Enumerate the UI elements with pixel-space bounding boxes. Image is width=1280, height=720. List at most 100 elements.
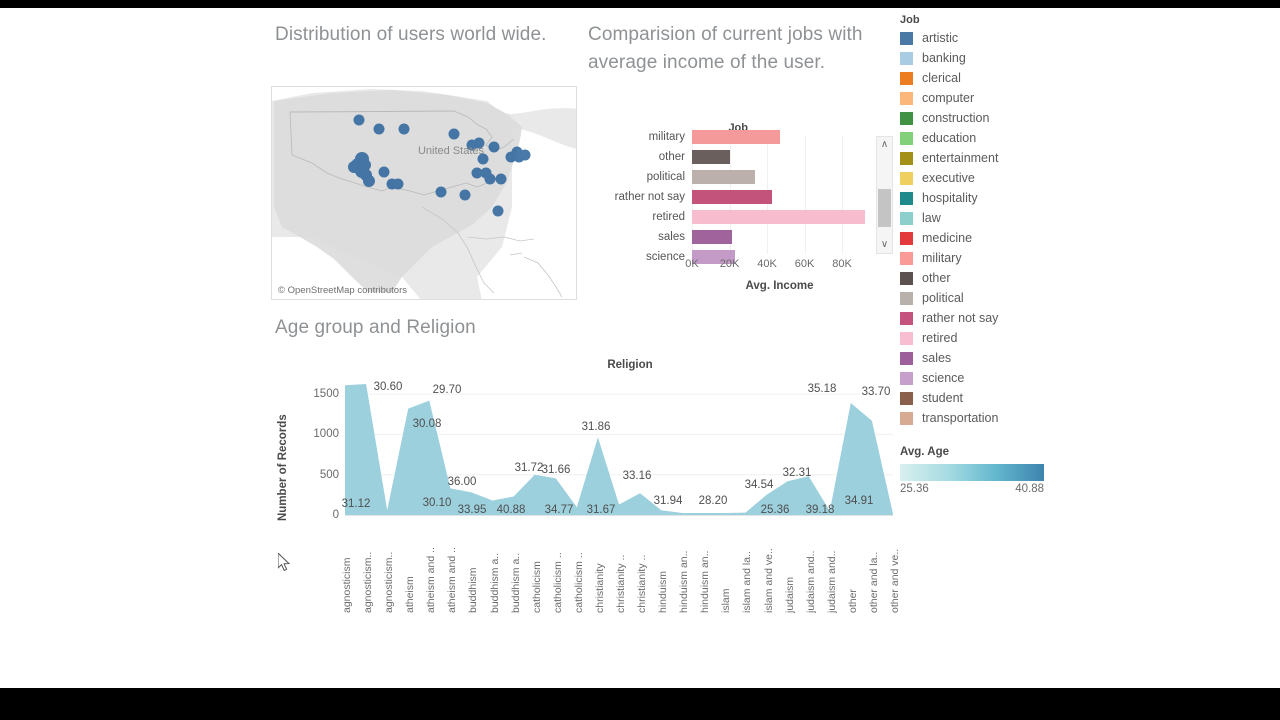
area-x-tick-label: christianity .. — [636, 554, 649, 613]
legend-item-label: clerical — [922, 71, 961, 85]
legend-item-artistic[interactable]: artistic — [900, 28, 1070, 48]
area-x-tick-label: islam — [720, 588, 733, 613]
legend-item-other[interactable]: other — [900, 268, 1070, 288]
legend-item-label: entertainment — [922, 151, 999, 165]
bar-x-tick-label: 40K — [757, 258, 777, 270]
legend-item-label: science — [922, 371, 965, 385]
bar-row[interactable]: political — [588, 167, 893, 187]
bar-mark[interactable] — [692, 150, 731, 164]
area-chart-x-ticks: agnosticism agnosticism.. agnosticism.. ath… — [341, 518, 901, 613]
legend-item-rather-not-say[interactable]: rather not say — [900, 308, 1070, 328]
bar-mark[interactable] — [692, 170, 755, 184]
bar-row[interactable]: rather not say — [588, 187, 893, 207]
legend-item-computer[interactable]: computer — [900, 88, 1070, 108]
legend-item-transportation[interactable]: transportation — [900, 408, 1070, 428]
legend-swatch-icon — [900, 211, 913, 225]
area-data-label: 35.18 — [807, 383, 837, 395]
legend-item-sales[interactable]: sales — [900, 348, 1070, 368]
area-chart-y-axis-title: Number of Records — [277, 414, 289, 522]
area-x-tick-label: other and la.. — [867, 551, 880, 613]
legend-item-label: rather not say — [922, 311, 999, 325]
area-x-tick-label: buddhism — [467, 567, 480, 613]
area-x-tick-label: other and ve.. — [889, 548, 901, 613]
area-data-label: 28.20 — [698, 495, 728, 507]
area-data-label: 31.86 — [581, 421, 611, 433]
bar-mark[interactable] — [692, 230, 733, 244]
avg-age-legend-title: Avg. Age — [900, 446, 949, 458]
map-data-points — [348, 114, 531, 217]
area-data-label: 34.91 — [844, 495, 874, 507]
area-chart-plot — [345, 378, 893, 516]
bar-mark[interactable] — [692, 250, 736, 264]
legend-item-label: political — [922, 291, 964, 305]
bar-chart-x-axis-title: Avg. Income — [745, 280, 814, 292]
legend-item-student[interactable]: student — [900, 388, 1070, 408]
bar-row[interactable]: science — [588, 247, 893, 267]
area-data-label: 30.60 — [373, 381, 403, 393]
job-income-bar-chart[interactable]: Job military other political rather not say… — [588, 118, 893, 303]
area-data-label: 31.66 — [541, 464, 571, 476]
area-data-label: 32.31 — [782, 467, 812, 479]
area-data-label: 40.88 — [496, 504, 526, 516]
legend-item-medicine[interactable]: medicine — [900, 228, 1070, 248]
legend-item-science[interactable]: science — [900, 368, 1070, 388]
world-map[interactable]: United States © OpenStreetMap contributo… — [271, 86, 577, 300]
area-x-tick-label: judaism and.. — [825, 550, 838, 613]
legend-item-military[interactable]: military — [900, 248, 1070, 268]
bar-row[interactable]: retired — [588, 207, 893, 227]
area-data-label: 33.70 — [861, 386, 891, 398]
legend-item-political[interactable]: political — [900, 288, 1070, 308]
bar-mark[interactable] — [692, 190, 772, 204]
dashboard-canvas: Distribution of users world wide. Compar… — [0, 8, 1280, 688]
avg-age-gradient-bar — [900, 464, 1044, 481]
area-x-tick-label: buddhism a.. — [509, 552, 522, 613]
religion-age-area-chart[interactable]: Religion Number of Records 0 500 1000 1500 … — [275, 353, 901, 613]
map-country-label: United States — [417, 145, 485, 157]
legend-item-law[interactable]: law — [900, 208, 1070, 228]
legend-item-hospitality[interactable]: hospitality — [900, 188, 1070, 208]
bar-chart-plot: military other political rather not say reti… — [588, 130, 893, 264]
mouse-cursor — [277, 551, 292, 573]
scrollbar-thumb[interactable] — [878, 189, 891, 227]
job-legend-items: artistic banking clerical computer construct… — [900, 28, 1070, 428]
legend-item-entertainment[interactable]: entertainment — [900, 148, 1070, 168]
legend-item-label: other — [922, 271, 951, 285]
area-x-tick-label: hinduism an.. — [678, 550, 691, 613]
area-series-graphic — [345, 384, 893, 516]
legend-swatch-icon — [900, 111, 913, 125]
legend-swatch-icon — [900, 151, 913, 165]
area-chart-y-ticks: 0 500 1000 1500 — [293, 378, 343, 521]
legend-item-retired[interactable]: retired — [900, 328, 1070, 348]
scroll-up-icon[interactable]: ∧ — [880, 139, 889, 150]
bar-x-tick-label: 80K — [832, 258, 852, 270]
legend-swatch-icon — [900, 51, 913, 65]
legend-swatch-icon — [900, 71, 913, 85]
area-x-tick-label: hinduism an.. — [699, 550, 712, 613]
bar-row[interactable]: sales — [588, 227, 893, 247]
area-chart-title: Religion — [607, 359, 653, 371]
job-legend-title: Job — [900, 14, 920, 26]
bar-chart-scrollbar[interactable]: ∧ ∨ — [876, 136, 893, 254]
legend-swatch-icon — [900, 171, 913, 185]
bar-mark[interactable] — [692, 210, 866, 224]
legend-item-label: student — [922, 391, 964, 405]
legend-item-clerical[interactable]: clerical — [900, 68, 1070, 88]
legend-item-banking[interactable]: banking — [900, 48, 1070, 68]
legend-item-executive[interactable]: executive — [900, 168, 1070, 188]
avg-age-color-legend[interactable]: Avg. Age 25.36 40.88 — [900, 446, 1060, 495]
age-religion-panel-title: Age group and Religion — [275, 317, 476, 338]
legend-item-education[interactable]: education — [900, 128, 1070, 148]
legend-item-construction[interactable]: construction — [900, 108, 1070, 128]
legend-item-label: medicine — [922, 231, 973, 245]
bar-mark[interactable] — [692, 130, 781, 144]
legend-item-label: hospitality — [922, 191, 978, 205]
bar-row[interactable]: other — [588, 147, 893, 167]
bar-category-label: retired — [652, 211, 685, 223]
bar-category-label: sales — [658, 231, 685, 243]
job-color-legend[interactable]: Job artistic banking clerical computer const… — [900, 14, 1070, 428]
legend-swatch-icon — [900, 131, 913, 145]
area-x-tick-label: judaism — [783, 576, 796, 613]
bar-row[interactable]: military — [588, 127, 893, 147]
area-y-tick-label: 0 — [332, 509, 339, 521]
scroll-down-icon[interactable]: ∨ — [880, 239, 889, 250]
